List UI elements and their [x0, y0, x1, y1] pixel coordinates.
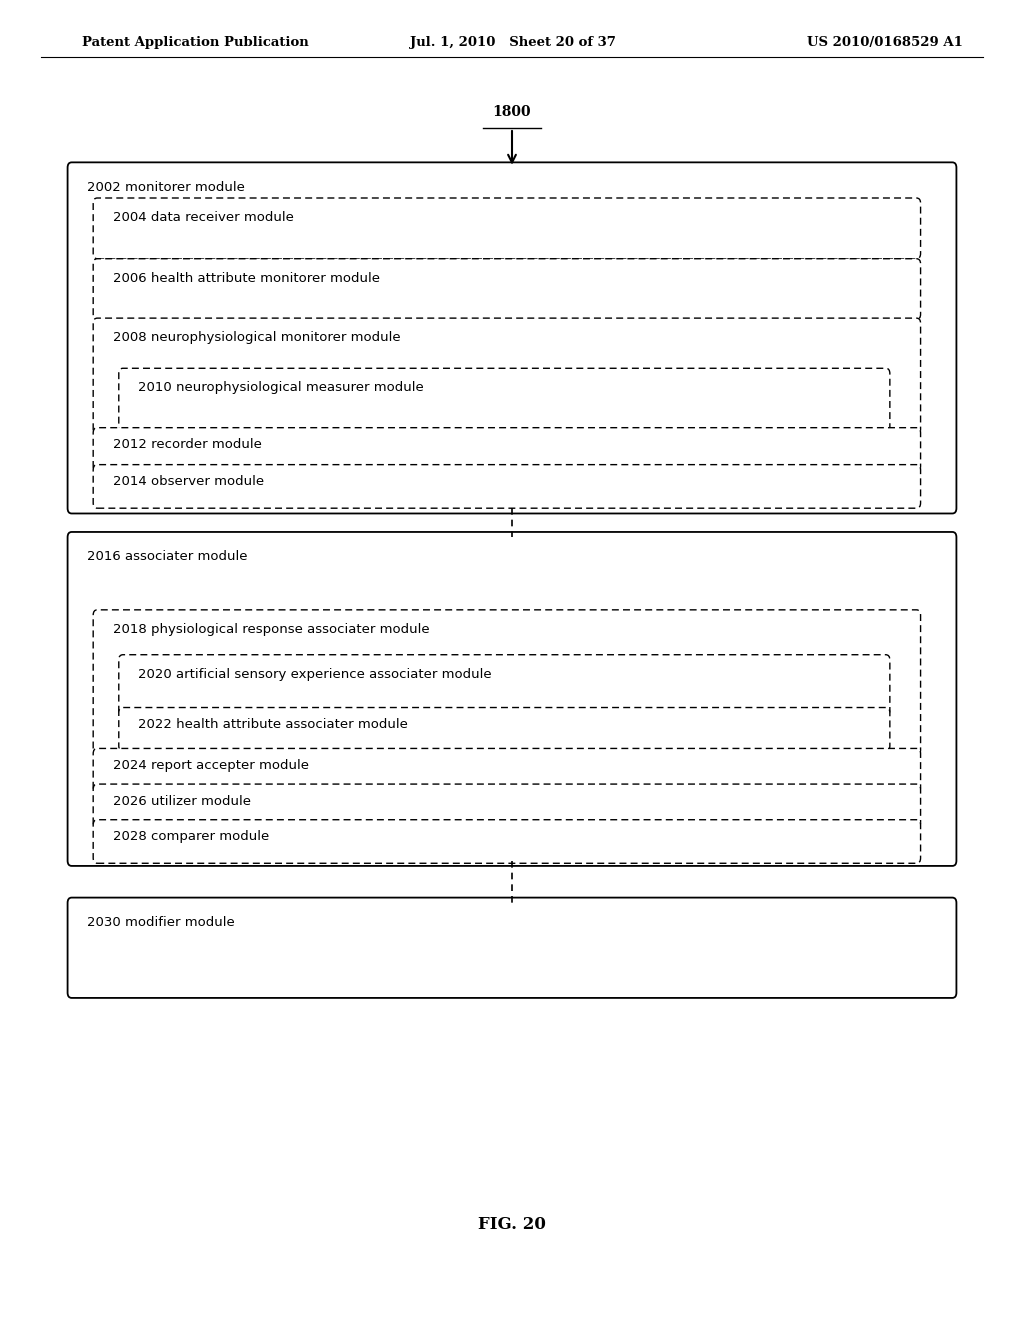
- FancyBboxPatch shape: [119, 708, 890, 751]
- Text: 2030 modifier module: 2030 modifier module: [87, 916, 234, 929]
- Text: 2016 associater module: 2016 associater module: [87, 550, 248, 564]
- Text: 2020 artificial sensory experience associater module: 2020 artificial sensory experience assoc…: [138, 668, 492, 681]
- Text: 2004 data receiver module: 2004 data receiver module: [113, 211, 294, 224]
- Text: 2014 observer module: 2014 observer module: [113, 475, 264, 488]
- FancyBboxPatch shape: [93, 428, 921, 471]
- FancyBboxPatch shape: [68, 898, 956, 998]
- FancyBboxPatch shape: [93, 259, 921, 319]
- FancyBboxPatch shape: [68, 162, 956, 513]
- FancyBboxPatch shape: [93, 610, 921, 755]
- Text: Patent Application Publication: Patent Application Publication: [82, 36, 308, 49]
- Text: 2012 recorder module: 2012 recorder module: [113, 438, 261, 451]
- FancyBboxPatch shape: [68, 532, 956, 866]
- FancyBboxPatch shape: [119, 368, 890, 432]
- Text: 2010 neurophysiological measurer module: 2010 neurophysiological measurer module: [138, 381, 424, 395]
- FancyBboxPatch shape: [119, 655, 890, 715]
- FancyBboxPatch shape: [93, 318, 921, 434]
- FancyBboxPatch shape: [93, 820, 921, 863]
- Text: 1800: 1800: [493, 104, 531, 119]
- Text: 2026 utilizer module: 2026 utilizer module: [113, 795, 251, 808]
- Text: 2008 neurophysiological monitorer module: 2008 neurophysiological monitorer module: [113, 331, 400, 345]
- Text: Jul. 1, 2010   Sheet 20 of 37: Jul. 1, 2010 Sheet 20 of 37: [410, 36, 615, 49]
- Text: US 2010/0168529 A1: US 2010/0168529 A1: [807, 36, 963, 49]
- Text: 2028 comparer module: 2028 comparer module: [113, 830, 269, 843]
- FancyBboxPatch shape: [93, 748, 921, 792]
- Text: 2018 physiological response associater module: 2018 physiological response associater m…: [113, 623, 429, 636]
- FancyBboxPatch shape: [93, 465, 921, 508]
- Text: 2002 monitorer module: 2002 monitorer module: [87, 181, 245, 194]
- Text: FIG. 20: FIG. 20: [478, 1217, 546, 1233]
- FancyBboxPatch shape: [93, 784, 921, 828]
- Text: 2006 health attribute monitorer module: 2006 health attribute monitorer module: [113, 272, 380, 285]
- FancyBboxPatch shape: [93, 198, 921, 259]
- Text: 2022 health attribute associater module: 2022 health attribute associater module: [138, 718, 409, 731]
- Text: 2024 report accepter module: 2024 report accepter module: [113, 759, 308, 772]
